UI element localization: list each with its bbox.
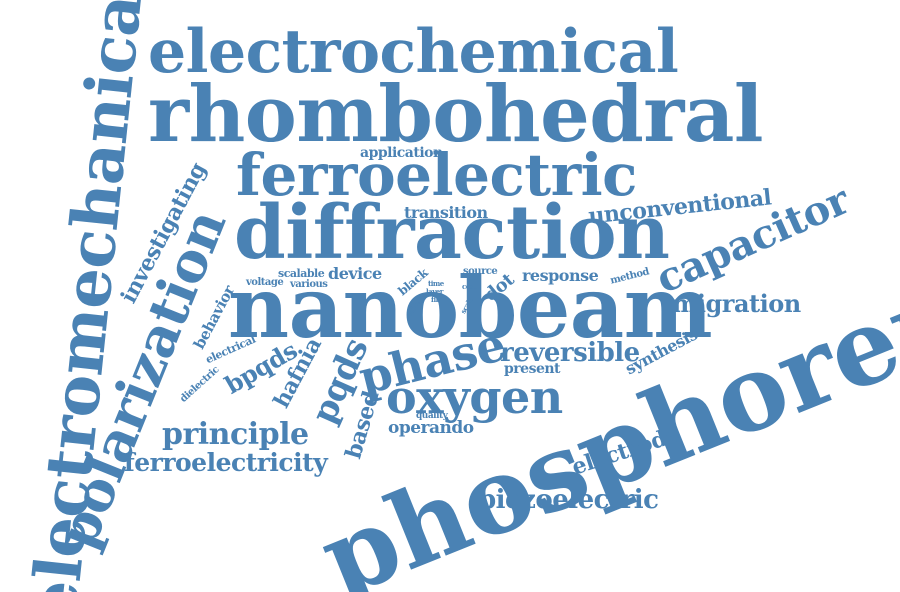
word-migration: migration xyxy=(672,292,801,316)
word-device: device xyxy=(328,266,382,282)
word-operando: operando xyxy=(388,420,474,437)
word-time: time xyxy=(428,280,444,287)
word-application: application xyxy=(360,146,443,160)
word-oxygen: oxygen xyxy=(386,374,563,420)
word-response: response xyxy=(522,268,598,284)
word-principle: principle xyxy=(162,420,309,450)
word-piezoelectric: piezoelectric xyxy=(478,487,658,513)
word-ferroelectricity: ferroelectricity xyxy=(124,450,327,475)
word-dielectric: dielectric xyxy=(179,365,222,405)
word-voltage: voltage xyxy=(246,278,283,288)
word-film: film xyxy=(431,296,445,303)
word-source: source xyxy=(463,267,497,277)
word-cost: cost xyxy=(462,283,476,290)
word-layer: layer xyxy=(426,288,443,295)
word-scalable: scalable xyxy=(278,268,324,279)
word-transition: transition xyxy=(404,205,488,221)
word-various: various xyxy=(290,280,327,290)
